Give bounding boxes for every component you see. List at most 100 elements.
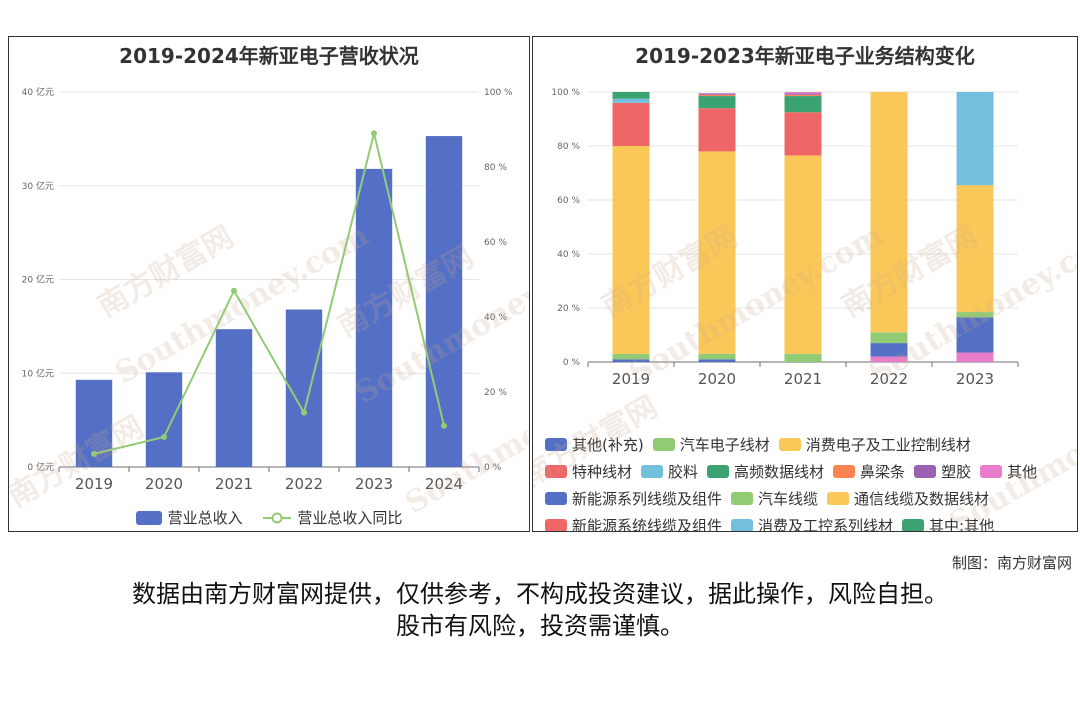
legend-swatch bbox=[902, 519, 925, 531]
legend-item[interactable]: 塑胶 bbox=[914, 461, 971, 482]
y-left-tick-label: 30 亿元 bbox=[22, 180, 54, 192]
y-tick-label: 0 % bbox=[563, 358, 581, 368]
y-right-tick-label: 60 % bbox=[484, 238, 507, 248]
legend-swatch bbox=[545, 465, 567, 478]
legend-swatch bbox=[833, 465, 856, 478]
legend-label: 新能源系列线缆及组件 bbox=[572, 490, 723, 508]
stacked-bar-segment bbox=[698, 151, 736, 354]
legend-label: 高频数据线材 bbox=[734, 463, 825, 481]
legend-label: 通信线缆及数据线材 bbox=[854, 490, 990, 508]
legend-item[interactable]: 其他 bbox=[980, 461, 1037, 482]
x-tick-label: 2020 bbox=[698, 370, 736, 388]
yoy-point bbox=[161, 434, 167, 440]
revenue-bar bbox=[215, 329, 253, 467]
legend-label-revenue: 营业总收入 bbox=[167, 509, 243, 527]
legend-line-swatch-yoy bbox=[263, 512, 292, 523]
stacked-bar-segment bbox=[784, 112, 822, 156]
stacked-bar-segment bbox=[612, 359, 650, 362]
structure-legend: 其他(补充) 汽车电子线材 消费电子及工业控制线材特种线材 胶料 高频数据线材 鼻梁条 塑胶… bbox=[545, 431, 1075, 532]
yoy-point bbox=[371, 130, 377, 137]
y-right-tick-label: 40 % bbox=[484, 313, 507, 323]
legend-swatch bbox=[914, 465, 937, 478]
stacked-bar-segment bbox=[612, 353, 650, 360]
disclaimer: 数据由南方财富网提供，仅供参考，不构成投资建议，据此操作，风险自担。 股市有风险… bbox=[0, 578, 1080, 642]
revenue-bar bbox=[145, 372, 183, 467]
y-tick-label: 100 % bbox=[551, 88, 580, 98]
stacked-bar-segment bbox=[784, 96, 822, 113]
yoy-point bbox=[231, 287, 237, 294]
x-tick-label: 2023 bbox=[956, 370, 994, 388]
disclaimer-line-2: 股市有风险，投资需谨慎。 bbox=[396, 612, 684, 640]
stacked-bar-segment bbox=[698, 94, 736, 97]
legend-item[interactable]: 胶料 bbox=[641, 461, 698, 482]
x-tick-label: 2021 bbox=[784, 370, 822, 388]
legend-label: 特种线材 bbox=[572, 463, 633, 481]
stacked-bar-segment bbox=[870, 332, 908, 344]
legend-item-revenue[interactable]: 营业总收入 bbox=[135, 507, 243, 528]
stacked-bar-segment bbox=[870, 92, 908, 333]
legend-item[interactable]: 特种线材 bbox=[545, 461, 632, 482]
legend-item[interactable]: 汽车电子线材 bbox=[652, 434, 770, 455]
legend-item[interactable]: 消费及工控系列线材 bbox=[731, 515, 893, 531]
y-right-tick-label: 100 % bbox=[484, 88, 513, 98]
stacked-bar-segment bbox=[870, 343, 908, 357]
y-left-tick-label: 40 亿元 bbox=[22, 86, 54, 98]
legend-item[interactable]: 汽车线缆 bbox=[731, 488, 818, 509]
stacked-bar-segment bbox=[956, 352, 994, 362]
revenue-chart-svg: 0 亿元 10 亿元 20 亿元 30 亿元 40 亿元 0 % 20 % 40 % 60 % 8… bbox=[22, 86, 513, 493]
left-chart-title: 2019-2024年新亚电子营收状况 bbox=[119, 44, 419, 68]
legend-item-yoy[interactable]: 营业总收入同比 bbox=[263, 507, 402, 528]
legend-item[interactable]: 通信线缆及数据线材 bbox=[827, 488, 989, 509]
legend-row: 特种线材 胶料 高频数据线材 鼻梁条 塑胶 其他 bbox=[545, 458, 1075, 485]
stacked-bar-segment bbox=[612, 92, 650, 99]
legend-label: 其他(补充) bbox=[572, 436, 644, 454]
structure-chart-svg: 0 % 20 % 40 % 60 % 80 % 100 % 2019 2020 2021 2022… bbox=[551, 88, 1019, 388]
legend-label: 汽车电子线材 bbox=[679, 436, 770, 454]
legend-item[interactable]: 其中:其他 bbox=[902, 515, 995, 532]
stacked-bar-segment bbox=[784, 93, 822, 95]
yoy-point bbox=[301, 409, 307, 416]
right-chart-title: 2019-2023年新亚电子业务结构变化 bbox=[635, 44, 975, 68]
stacked-bar-segment bbox=[784, 353, 822, 362]
x-tick-label: 2019 bbox=[612, 370, 650, 388]
chart-credit: 制图：南方财富网 bbox=[951, 554, 1072, 572]
legend-swatch bbox=[731, 519, 754, 531]
y-right-tick-label: 20 % bbox=[484, 388, 507, 398]
stacked-bar-segment bbox=[698, 108, 736, 152]
legend-item[interactable]: 鼻梁条 bbox=[833, 461, 905, 482]
y-left-tick-label: 20 亿元 bbox=[22, 274, 54, 286]
stacked-bar-segment bbox=[612, 102, 650, 146]
x-tick-label: 2021 bbox=[215, 475, 253, 493]
stacked-bar-segment bbox=[784, 94, 822, 97]
y-right-tick-label: 0 % bbox=[484, 463, 502, 473]
y-tick-label: 80 % bbox=[557, 142, 580, 152]
legend-item[interactable]: 消费电子及工业控制线材 bbox=[778, 434, 971, 455]
legend-item[interactable]: 新能源系统线缆及组件 bbox=[545, 515, 722, 531]
legend-label-yoy: 营业总收入同比 bbox=[297, 509, 403, 527]
legend-swatch bbox=[731, 492, 754, 505]
legend-label: 其他 bbox=[1007, 463, 1038, 481]
legend-swatch bbox=[652, 438, 675, 451]
legend-item[interactable]: 其他(补充) bbox=[545, 434, 644, 455]
legend-label: 消费电子及工业控制线材 bbox=[805, 436, 971, 454]
x-tick-label: 2019 bbox=[75, 475, 113, 493]
legend-row: 新能源系列线缆及组件 汽车线缆 通信线缆及数据线材 bbox=[545, 485, 1075, 512]
revenue-bar bbox=[355, 168, 393, 467]
stacked-bar-segment bbox=[956, 185, 994, 313]
legend-swatch bbox=[707, 465, 730, 478]
legend-label: 胶料 bbox=[668, 463, 699, 481]
stacked-bar-segment bbox=[956, 312, 994, 318]
stacked-bar-segment bbox=[870, 356, 908, 362]
legend-swatch bbox=[980, 465, 1003, 478]
y-right-tick-label: 80 % bbox=[484, 163, 507, 173]
y-left-tick-label: 0 亿元 bbox=[27, 461, 54, 473]
structure-chart-panel: 2019-2023年新亚电子业务结构变化 0 % 20 % 40 % 60 % 80 %… bbox=[532, 36, 1078, 532]
legend-item[interactable]: 高频数据线材 bbox=[707, 461, 824, 482]
y-tick-label: 40 % bbox=[557, 250, 580, 260]
legend-item[interactable]: 新能源系列线缆及组件 bbox=[545, 488, 722, 509]
x-tick-label: 2022 bbox=[285, 475, 323, 493]
legend-swatch bbox=[778, 438, 801, 451]
legend-label: 其中:其他 bbox=[929, 517, 995, 532]
y-left-tick-label: 10 亿元 bbox=[22, 367, 54, 379]
revenue-legend: 营业总收入 营业总收入同比 bbox=[9, 507, 529, 529]
